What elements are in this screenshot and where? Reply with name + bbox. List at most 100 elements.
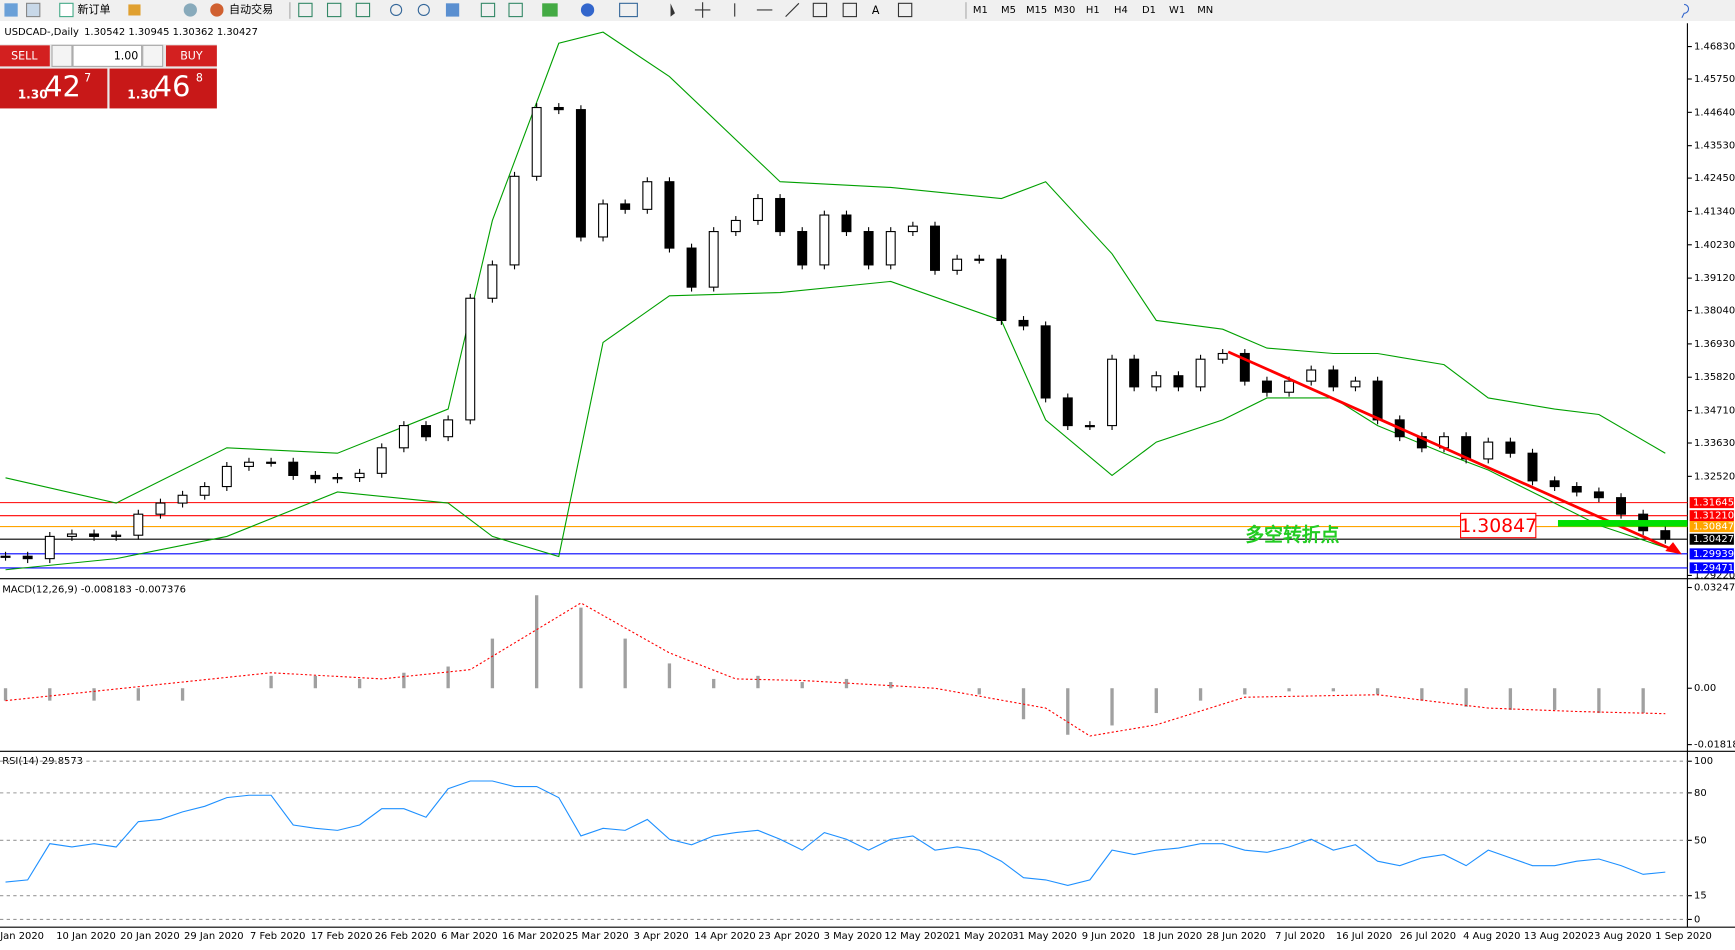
candle-body	[177, 494, 188, 504]
channel[interactable]	[812, 2, 828, 18]
buy-price-box[interactable]	[109, 68, 217, 109]
auto-trade-icon[interactable]	[210, 3, 224, 17]
x-tick-label: 1 Sep 2020	[1655, 931, 1712, 942]
zoom-in[interactable]	[390, 3, 403, 17]
candle-body	[310, 474, 321, 480]
buy-price-pips: 46	[154, 70, 191, 104]
icon[interactable]	[508, 2, 523, 18]
lot-up[interactable]	[142, 44, 164, 67]
level-annotation: 1.30847	[1459, 516, 1537, 537]
indicators[interactable]	[542, 3, 558, 17]
candle-body	[575, 109, 586, 238]
timeframe[interactable]: H1	[1086, 5, 1100, 16]
x-tick-label: 14 Apr 2020	[694, 931, 755, 942]
y-tick-label: 1.34710	[1694, 406, 1735, 417]
candle-body	[266, 461, 277, 464]
level-tag	[1689, 497, 1734, 509]
candle-body	[598, 203, 609, 238]
y-tick-label: 1.39120	[1694, 273, 1735, 284]
candle-body	[89, 533, 100, 537]
x-tick-label: 23 Aug 2020	[1588, 931, 1652, 942]
candle-body	[44, 535, 55, 560]
sell-button[interactable]	[0, 45, 50, 67]
lot-value[interactable]: 1.00	[114, 49, 139, 62]
search[interactable]	[1681, 3, 1690, 18]
periods[interactable]	[580, 3, 595, 17]
crosshair[interactable]	[694, 2, 711, 18]
candle-body	[509, 175, 520, 266]
timeframe[interactable]: M1	[973, 5, 988, 16]
sell-price-point: 7	[84, 72, 91, 85]
candle-body	[730, 219, 741, 233]
candle-body	[642, 181, 653, 210]
candle-body	[1306, 369, 1317, 382]
candle-body	[22, 555, 33, 560]
icon[interactable]	[480, 2, 496, 18]
chart-title: USDCAD-,Daily	[4, 27, 79, 38]
y-tick-label: 1.44640	[1694, 107, 1735, 118]
chart-window	[0, 23, 1735, 946]
candle-body	[421, 425, 431, 438]
cursor[interactable]	[670, 3, 675, 17]
new-order-icon[interactable]	[59, 2, 74, 18]
timeframe[interactable]: H4	[1114, 5, 1128, 16]
y-tick-label: 0	[1694, 914, 1700, 925]
icon[interactable]	[298, 2, 313, 18]
buy-label[interactable]: BUY	[180, 49, 203, 62]
candle-body	[775, 197, 786, 233]
candle-body	[1284, 380, 1295, 393]
y-tick-label: 80	[1694, 788, 1707, 799]
sell-label[interactable]: SELL	[11, 49, 38, 62]
templates[interactable]	[619, 2, 638, 18]
buy-button[interactable]	[165, 45, 217, 67]
candle-body	[1571, 486, 1582, 493]
quote: 1.30542 1.30945 1.30362 1.30427	[84, 27, 258, 38]
candle-body	[1040, 325, 1051, 399]
y-tick-label: 1.38040	[1694, 306, 1735, 317]
candle-body	[487, 264, 498, 299]
icon[interactable]	[355, 2, 371, 18]
auto-trading[interactable]: 自动交易	[229, 2, 273, 16]
zoom-out[interactable]	[417, 3, 430, 17]
timeframe[interactable]: M5	[1001, 5, 1016, 16]
lot-down[interactable]	[51, 44, 73, 67]
icon[interactable]	[4, 3, 18, 17]
x-tick-label: 9 Jun 2020	[1082, 931, 1135, 942]
candle-body	[243, 461, 254, 467]
trade-panel	[0, 44, 217, 109]
level-label: 1.30847	[1693, 522, 1734, 533]
icon[interactable]	[445, 3, 460, 17]
label-tool[interactable]	[897, 2, 913, 18]
y-tick-label: -0.018182	[1694, 740, 1735, 751]
x-tick-label: 23 Apr 2020	[758, 931, 819, 942]
candle-body	[1372, 380, 1383, 421]
timeframe[interactable]: MN	[1197, 5, 1213, 16]
candle-body	[1527, 452, 1538, 482]
candle-body	[1173, 375, 1184, 388]
y-tick-label: 1.32520	[1694, 471, 1735, 482]
y-tick-label: 1.41340	[1694, 206, 1735, 217]
icon[interactable]	[128, 4, 141, 16]
timeframe[interactable]: D1	[1142, 5, 1156, 16]
lot-field[interactable]	[72, 44, 143, 67]
trendline[interactable]	[785, 2, 800, 17]
candle-body	[111, 534, 122, 537]
timeframe[interactable]: M15	[1026, 5, 1047, 16]
new-order[interactable]: 新订单	[77, 2, 110, 16]
timeframe[interactable]: W1	[1169, 5, 1185, 16]
candle-body	[620, 203, 631, 210]
level-label: 1.29939	[1693, 549, 1734, 560]
timeframe[interactable]: M30	[1054, 5, 1075, 16]
bollinger-lower	[5, 280, 1666, 571]
level-label: 1.31645	[1693, 498, 1734, 509]
text-tool[interactable]: A	[872, 4, 880, 17]
x-tick-label: 31 May 2020	[1012, 931, 1077, 942]
icon[interactable]	[26, 2, 41, 18]
fibo[interactable]	[842, 2, 857, 18]
candle-body	[553, 106, 564, 111]
sell-price-box[interactable]	[0, 68, 108, 109]
icon[interactable]	[183, 3, 197, 17]
icon[interactable]	[326, 2, 342, 18]
